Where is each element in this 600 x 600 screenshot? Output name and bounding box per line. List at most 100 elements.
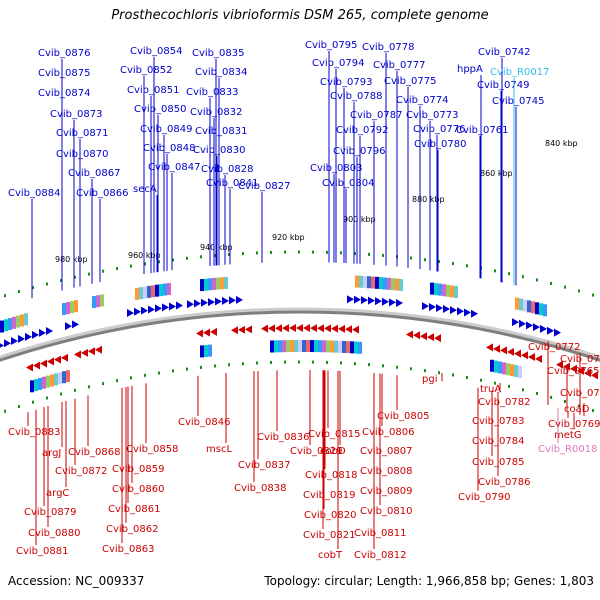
forward-feature-block <box>543 304 547 317</box>
gene-label-reverse: Cvib_0859 <box>112 464 164 475</box>
reverse-gene-arrow <box>345 325 352 334</box>
gene-label-reverse: cobD <box>320 446 346 457</box>
gene-label-reverse: Cvib_0860 <box>112 484 164 495</box>
accession-label: Accession: NC_009337 <box>8 574 145 588</box>
forward-feature-block <box>450 285 454 298</box>
forward-feature-block <box>355 275 359 288</box>
reverse-feature-block <box>34 379 38 392</box>
tick-mark <box>326 250 328 254</box>
forward-gene-arrow <box>396 299 403 308</box>
forward-feature-block <box>438 283 442 296</box>
gene-label-forward: Cvib_0776 <box>413 124 465 135</box>
tick-mark <box>438 260 440 264</box>
reverse-feature-block <box>46 375 50 388</box>
forward-feature-block <box>442 284 446 297</box>
reverse-feature-block <box>326 340 330 353</box>
forward-feature-block <box>20 314 24 327</box>
forward-gene-arrow <box>361 296 368 305</box>
tick-mark <box>158 371 160 375</box>
reverse-gene-arrow <box>486 343 493 352</box>
reverse-gene-arrow <box>61 353 68 362</box>
gene-label-forward: Cvib_0884 <box>8 188 60 199</box>
reverse-feature-block <box>354 341 358 354</box>
tick-mark <box>340 251 342 255</box>
gene-label-forward: Cvib_0871 <box>56 128 108 139</box>
reverse-feature-block <box>346 341 350 354</box>
forward-feature-block <box>367 276 371 289</box>
tick-mark <box>172 258 174 262</box>
tick-mark <box>256 251 258 255</box>
gene-label-forward: Cvib_0828 <box>201 164 253 175</box>
tick-mark <box>452 262 454 266</box>
tick-mark <box>382 364 384 368</box>
forward-gene-arrow <box>382 297 389 306</box>
gene-label-forward: Cvib_0851 <box>127 85 179 96</box>
forward-feature-block <box>62 303 66 316</box>
tick-mark <box>368 363 370 367</box>
gene-label-forward: Cvib_0804 <box>322 178 374 189</box>
gene-label-forward: Cvib_0745 <box>492 96 544 107</box>
tick-mark <box>102 382 104 386</box>
kbp-position-label: 880 kbp <box>412 195 445 204</box>
tick-mark <box>214 254 216 258</box>
forward-feature-block <box>224 276 228 289</box>
reverse-feature-block <box>490 359 494 372</box>
forward-feature-block <box>446 284 450 297</box>
gene-label-reverse: Cvib_0810 <box>360 506 412 517</box>
forward-gene-arrow <box>533 323 540 332</box>
reverse-gene-arrow <box>500 346 507 355</box>
tick-mark <box>396 365 398 369</box>
gene-label-forward: hppA <box>457 64 483 75</box>
forward-gene-arrow <box>134 307 141 316</box>
forward-feature-block <box>92 296 96 309</box>
reverse-feature-block <box>200 345 204 358</box>
gene-label-forward: secA <box>133 184 157 195</box>
reverse-gene-arrow <box>81 348 88 357</box>
tick-mark <box>312 250 314 254</box>
forward-feature-block <box>143 286 147 299</box>
reverse-gene-arrow <box>54 355 61 364</box>
gene-label-forward: Cvib_0830 <box>193 145 245 156</box>
reverse-gene-arrow <box>528 353 535 362</box>
forward-gene-arrow <box>39 328 46 337</box>
gene-label-forward: Cvib_0792 <box>336 125 388 136</box>
forward-feature-block <box>375 276 379 289</box>
forward-gene-arrow <box>436 303 443 312</box>
forward-feature-block <box>399 278 403 291</box>
tick-mark <box>130 376 132 380</box>
gene-label-reverse: Cvib_0807 <box>360 446 412 457</box>
reverse-gene-arrow <box>261 324 268 333</box>
forward-gene-arrow <box>162 303 169 312</box>
tick-mark <box>466 264 468 268</box>
tick-mark <box>550 395 552 399</box>
reverse-gene-arrow <box>47 357 54 366</box>
forward-gene-arrow <box>540 324 547 333</box>
gene-label-reverse: Cvib_0812 <box>354 550 406 561</box>
tick-mark <box>172 369 174 373</box>
forward-feature-block <box>66 302 70 315</box>
tick-mark <box>88 385 90 389</box>
tick-mark <box>508 272 510 276</box>
gene-label-reverse: Cvib_0809 <box>360 486 412 497</box>
forward-feature-block <box>430 282 434 295</box>
reverse-gene-arrow <box>413 331 420 340</box>
gene-label-reverse: Cvib_0861 <box>108 504 160 515</box>
tick-mark <box>242 252 244 256</box>
forward-feature-block <box>147 285 151 298</box>
forward-gene-arrow <box>457 307 464 316</box>
reverse-gene-arrow <box>535 354 542 363</box>
forward-feature-block <box>535 302 539 315</box>
forward-gene-arrow <box>519 319 526 328</box>
tick-mark <box>158 260 160 264</box>
tick-mark <box>228 252 230 256</box>
map-title: Prosthecochloris vibrioformis DSM 265, c… <box>111 8 489 23</box>
forward-gene-arrow <box>187 300 194 309</box>
forward-gene-arrow <box>443 305 450 314</box>
tick-mark <box>522 275 524 279</box>
forward-feature-block <box>139 287 143 300</box>
tick-mark <box>494 381 496 385</box>
forward-gene-arrow <box>169 302 176 311</box>
reverse-feature-block <box>54 373 58 386</box>
kbp-position-label: 900 kbp <box>343 215 376 224</box>
forward-gene-arrow <box>25 332 32 341</box>
